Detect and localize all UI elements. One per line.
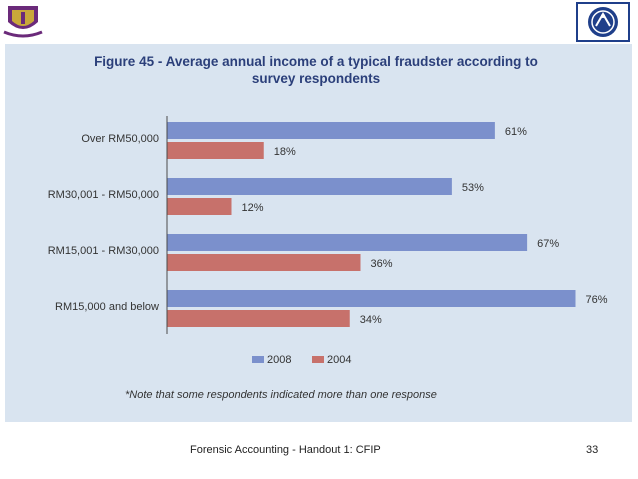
figure-panel: Figure 45 - Average annual income of a t… xyxy=(5,44,632,422)
category-label: RM30,001 - RM50,000 xyxy=(48,189,159,201)
institute-emblem-icon xyxy=(576,2,630,42)
footer-text: Forensic Accounting - Handout 1: CFIP xyxy=(190,444,381,456)
bar-2004 xyxy=(167,254,361,271)
legend: 2008 2004 xyxy=(252,354,351,366)
data-label-2008: 53% xyxy=(462,182,484,194)
bar-2008 xyxy=(167,178,452,195)
chart-note: *Note that some respondents indicated mo… xyxy=(125,389,437,401)
data-label-2008: 61% xyxy=(505,126,527,138)
chart-title-line2: survey respondents xyxy=(252,71,380,86)
legend-swatch-2008 xyxy=(252,356,264,363)
category-label: RM15,001 - RM30,000 xyxy=(48,245,159,257)
legend-label-2008: 2008 xyxy=(267,354,291,366)
legend-label-2004: 2004 xyxy=(327,354,351,366)
bar-2008 xyxy=(167,234,528,251)
chart-title-line1: Figure 45 - Average annual income of a t… xyxy=(94,54,538,69)
page-number: 33 xyxy=(586,444,599,456)
data-label-2004: 36% xyxy=(371,258,393,270)
data-label-2004: 18% xyxy=(274,146,296,158)
data-label-2004: 12% xyxy=(242,202,264,214)
university-crest-icon xyxy=(2,2,44,40)
bar-2008 xyxy=(167,290,576,307)
bar-2008 xyxy=(167,122,495,139)
bar-2004 xyxy=(167,198,232,215)
bar-2004 xyxy=(167,142,264,159)
data-label-2004: 34% xyxy=(360,314,382,326)
data-label-2008: 76% xyxy=(586,294,608,306)
data-label-2008: 67% xyxy=(537,238,559,250)
bar-chart: Figure 45 - Average annual income of a t… xyxy=(48,54,608,401)
bar-2004 xyxy=(167,310,350,327)
category-label: RM15,000 and below xyxy=(55,301,159,313)
legend-swatch-2004 xyxy=(312,356,324,363)
category-label: Over RM50,000 xyxy=(81,133,159,145)
